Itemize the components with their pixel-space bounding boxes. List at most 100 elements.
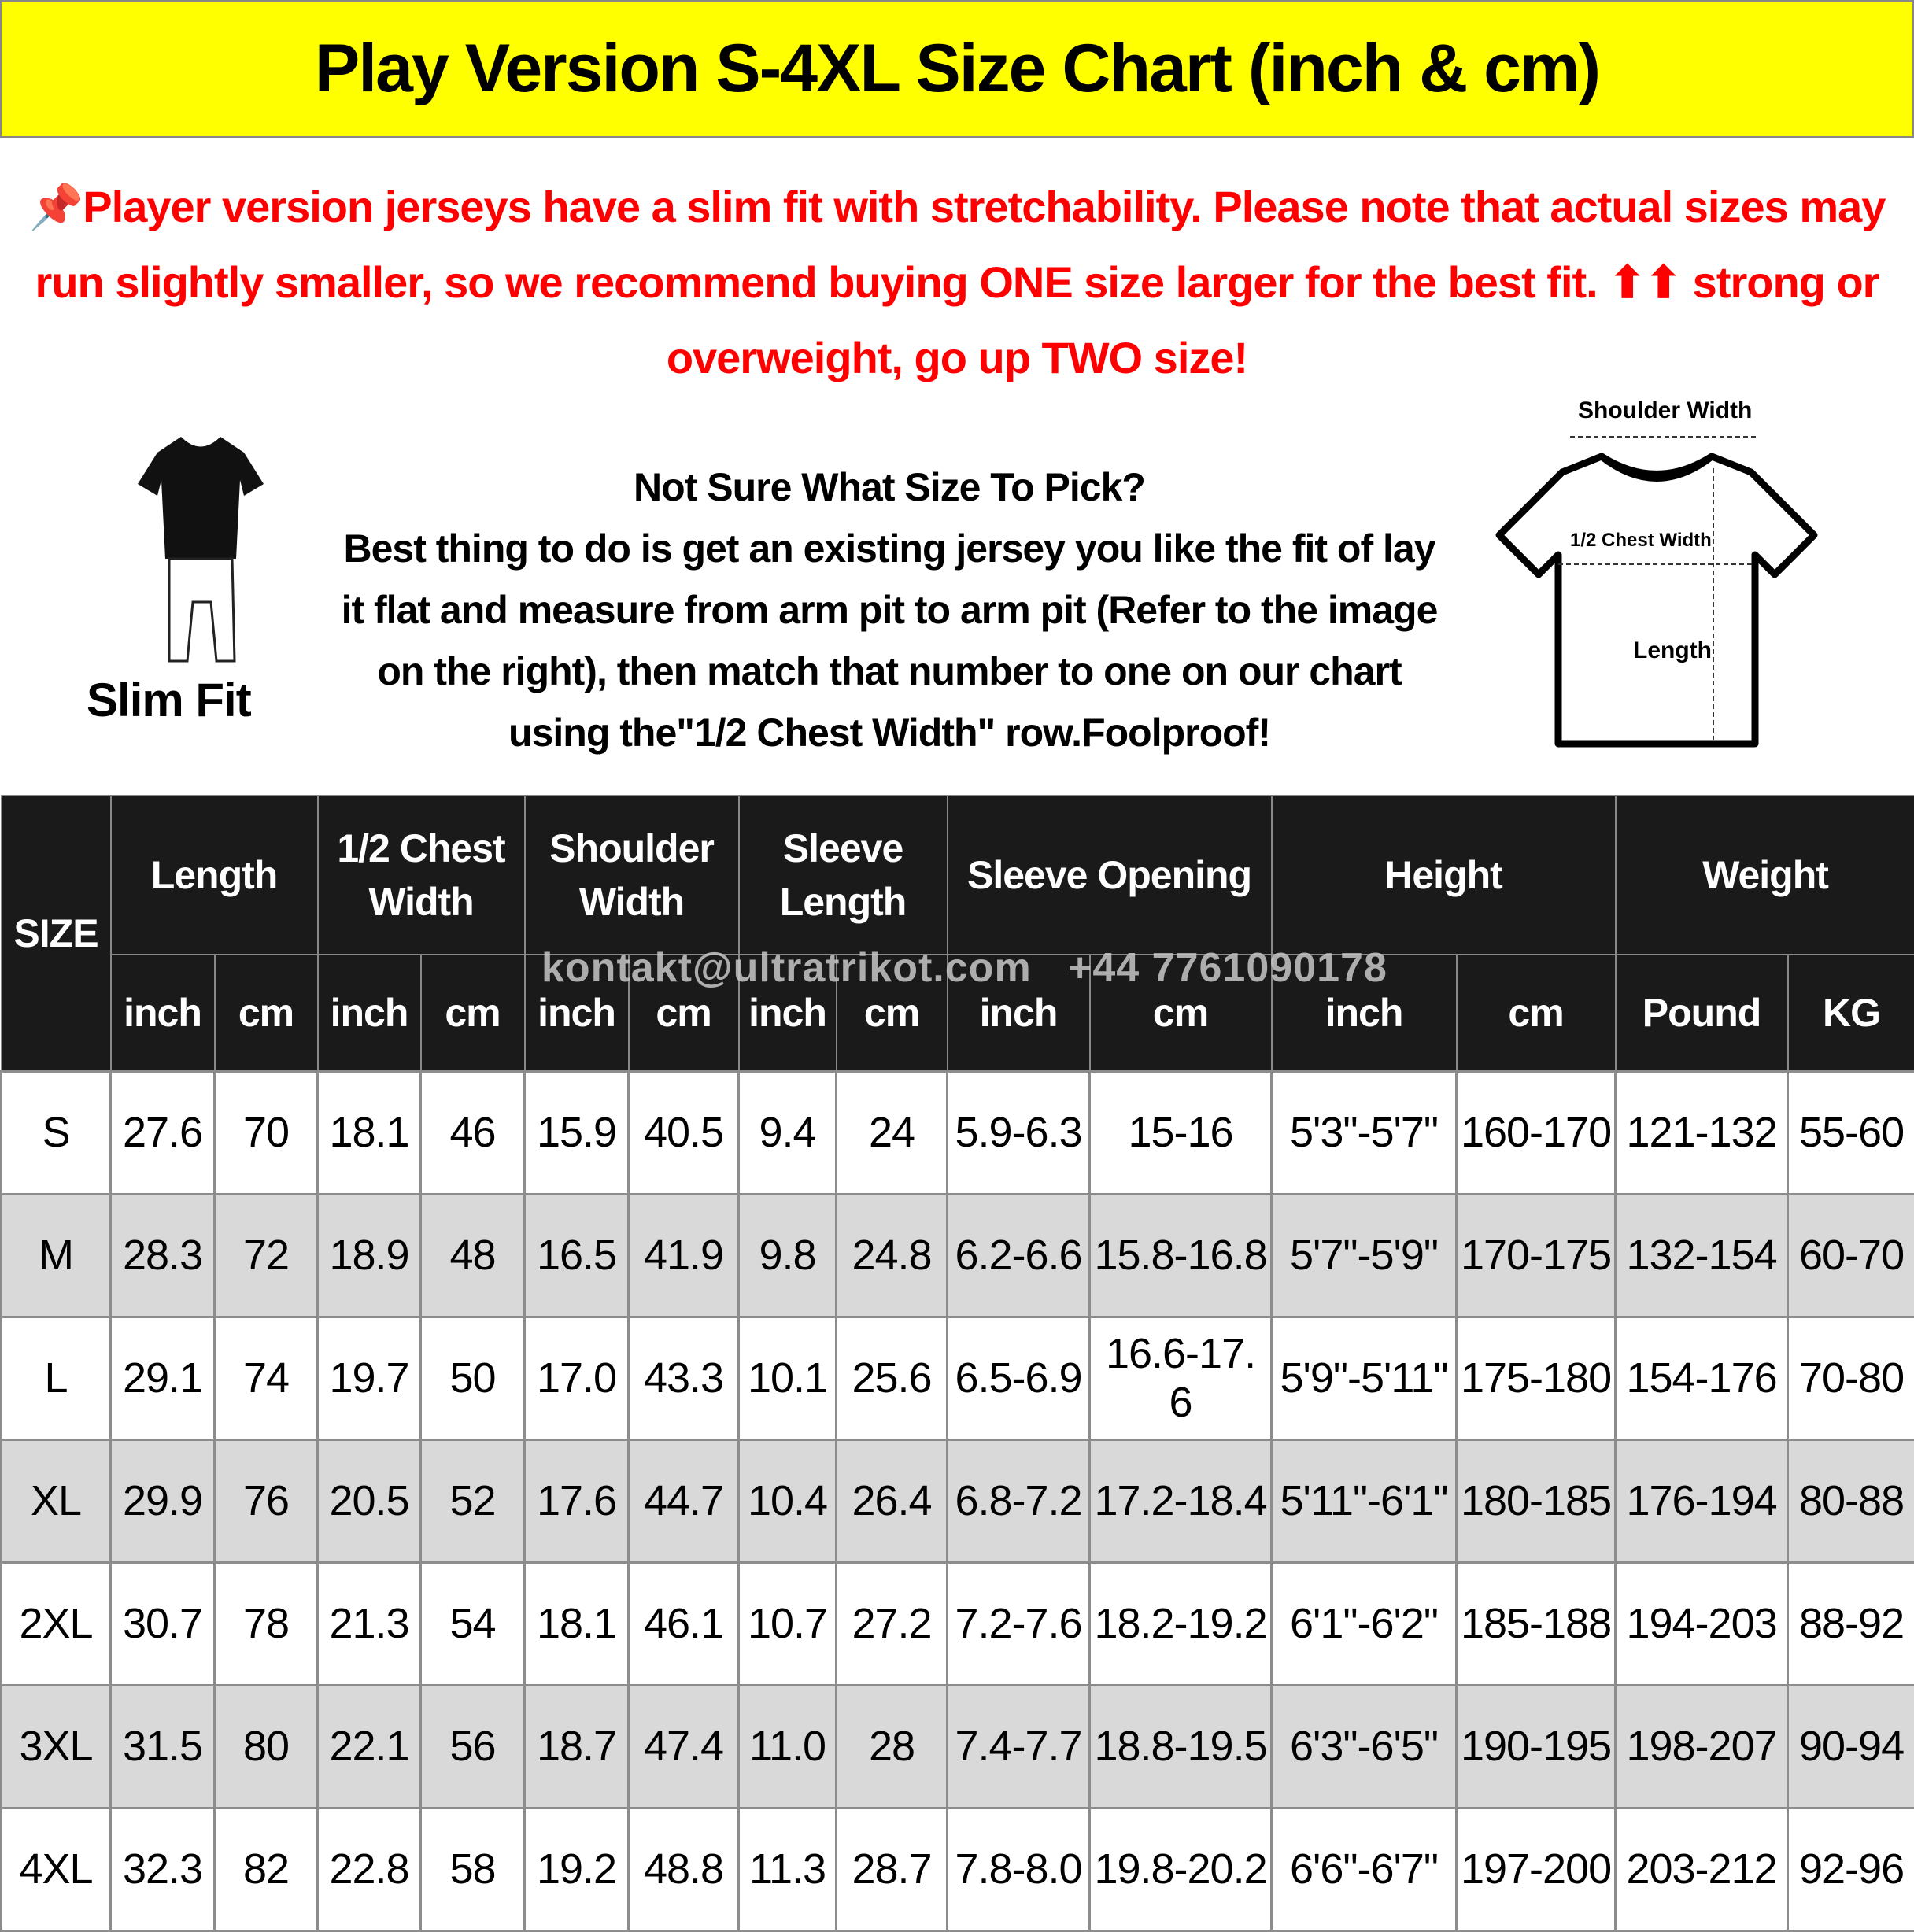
value-cell: 41.9 bbox=[629, 1194, 739, 1317]
size-cell: M bbox=[2, 1194, 111, 1317]
value-cell: 60-70 bbox=[1788, 1194, 1914, 1317]
value-cell: 70 bbox=[215, 1071, 318, 1194]
value-cell: 10.1 bbox=[739, 1317, 837, 1439]
value-cell: 20.5 bbox=[318, 1439, 421, 1562]
value-cell: 5'7"-5'9" bbox=[1272, 1194, 1457, 1317]
value-cell: 90-94 bbox=[1788, 1685, 1914, 1808]
slim-fit-label: Slim Fit bbox=[87, 673, 251, 727]
advice-heading: Not Sure What Size To Pick? bbox=[331, 456, 1448, 518]
value-cell: 18.7 bbox=[525, 1685, 629, 1808]
shoulder-width-label: Shoulder Width bbox=[1578, 397, 1752, 424]
unit-header: cm bbox=[215, 955, 318, 1071]
value-cell: 9.8 bbox=[739, 1194, 837, 1317]
value-cell: 21.3 bbox=[318, 1562, 421, 1685]
column-group-header: Weight bbox=[1616, 796, 1914, 955]
value-cell: 43.3 bbox=[629, 1317, 739, 1439]
column-group-header: Sleeve Opening bbox=[948, 796, 1272, 955]
value-cell: 16.6-17. 6 bbox=[1090, 1317, 1272, 1439]
value-cell: 7.8-8.0 bbox=[948, 1808, 1090, 1930]
value-cell: 80 bbox=[215, 1685, 318, 1808]
value-cell: 52 bbox=[421, 1439, 525, 1562]
notice-text: Player version jerseys have a slim fit w… bbox=[35, 182, 1886, 382]
value-cell: 160-170 bbox=[1457, 1071, 1616, 1194]
value-cell: 76 bbox=[215, 1439, 318, 1562]
value-cell: 17.0 bbox=[525, 1317, 629, 1439]
value-cell: 6.8-7.2 bbox=[948, 1439, 1090, 1562]
measurement-diagram: Shoulder Width 1/2 Chest Width Length bbox=[1491, 397, 1822, 759]
value-cell: 24 bbox=[837, 1071, 948, 1194]
value-cell: 18.2-19.2 bbox=[1090, 1562, 1272, 1685]
size-header: SIZE bbox=[2, 796, 111, 1071]
value-cell: 190-195 bbox=[1457, 1685, 1616, 1808]
value-cell: 48.8 bbox=[629, 1808, 739, 1930]
value-cell: 78 bbox=[215, 1562, 318, 1685]
value-cell: 40.5 bbox=[629, 1071, 739, 1194]
value-cell: 5.9-6.3 bbox=[948, 1071, 1090, 1194]
unit-header: cm bbox=[421, 955, 525, 1071]
value-cell: 31.5 bbox=[111, 1685, 215, 1808]
unit-header: inch bbox=[318, 955, 421, 1071]
value-cell: 74 bbox=[215, 1317, 318, 1439]
value-cell: 203-212 bbox=[1616, 1808, 1788, 1930]
value-cell: 11.0 bbox=[739, 1685, 837, 1808]
value-cell: 18.9 bbox=[318, 1194, 421, 1317]
watermark: kontakt@ultratrikot.com +44 7761090178 bbox=[541, 944, 1387, 992]
unit-header: inch bbox=[111, 955, 215, 1071]
value-cell: 50 bbox=[421, 1317, 525, 1439]
value-cell: 28.3 bbox=[111, 1194, 215, 1317]
value-cell: 18.8-19.5 bbox=[1090, 1685, 1272, 1808]
value-cell: 72 bbox=[215, 1194, 318, 1317]
value-cell: 194-203 bbox=[1616, 1562, 1788, 1685]
unit-header: Pound bbox=[1616, 955, 1788, 1071]
value-cell: 5'11"-6'1" bbox=[1272, 1439, 1457, 1562]
size-cell: 4XL bbox=[2, 1808, 111, 1930]
value-cell: 46.1 bbox=[629, 1562, 739, 1685]
tshirt-icon bbox=[1491, 397, 1822, 759]
value-cell: 28.7 bbox=[837, 1808, 948, 1930]
value-cell: 88-92 bbox=[1788, 1562, 1914, 1685]
pushpin-icon: 📌 bbox=[29, 169, 83, 245]
page-title: Play Version S-4XL Size Chart (inch & cm… bbox=[0, 0, 1914, 138]
value-cell: 16.5 bbox=[525, 1194, 629, 1317]
value-cell: 121-132 bbox=[1616, 1071, 1788, 1194]
value-cell: 30.7 bbox=[111, 1562, 215, 1685]
chest-width-label: 1/2 Chest Width bbox=[1570, 530, 1712, 552]
value-cell: 58 bbox=[421, 1808, 525, 1930]
value-cell: 22.1 bbox=[318, 1685, 421, 1808]
value-cell: 82 bbox=[215, 1808, 318, 1930]
value-cell: 27.6 bbox=[111, 1071, 215, 1194]
value-cell: 29.1 bbox=[111, 1317, 215, 1439]
unit-header: cm bbox=[1457, 955, 1616, 1071]
size-cell: 3XL bbox=[2, 1685, 111, 1808]
value-cell: 7.2-7.6 bbox=[948, 1562, 1090, 1685]
value-cell: 47.4 bbox=[629, 1685, 739, 1808]
value-cell: 25.6 bbox=[837, 1317, 948, 1439]
size-cell: L bbox=[2, 1317, 111, 1439]
size-cell: 2XL bbox=[2, 1562, 111, 1685]
value-cell: 55-60 bbox=[1788, 1071, 1914, 1194]
value-cell: 28 bbox=[837, 1685, 948, 1808]
advice-body: Best thing to do is get an existing jers… bbox=[331, 518, 1448, 763]
value-cell: 197-200 bbox=[1457, 1808, 1616, 1930]
value-cell: 56 bbox=[421, 1685, 525, 1808]
size-cell: S bbox=[2, 1071, 111, 1194]
value-cell: 80-88 bbox=[1788, 1439, 1914, 1562]
value-cell: 6'6"-6'7" bbox=[1272, 1808, 1457, 1930]
unit-header: KG bbox=[1788, 955, 1914, 1071]
size-cell: XL bbox=[2, 1439, 111, 1562]
value-cell: 70-80 bbox=[1788, 1317, 1914, 1439]
value-cell: 22.8 bbox=[318, 1808, 421, 1930]
value-cell: 44.7 bbox=[629, 1439, 739, 1562]
value-cell: 32.3 bbox=[111, 1808, 215, 1930]
value-cell: 170-175 bbox=[1457, 1194, 1616, 1317]
value-cell: 185-188 bbox=[1457, 1562, 1616, 1685]
value-cell: 6.5-6.9 bbox=[948, 1317, 1090, 1439]
length-label: Length bbox=[1633, 637, 1712, 664]
